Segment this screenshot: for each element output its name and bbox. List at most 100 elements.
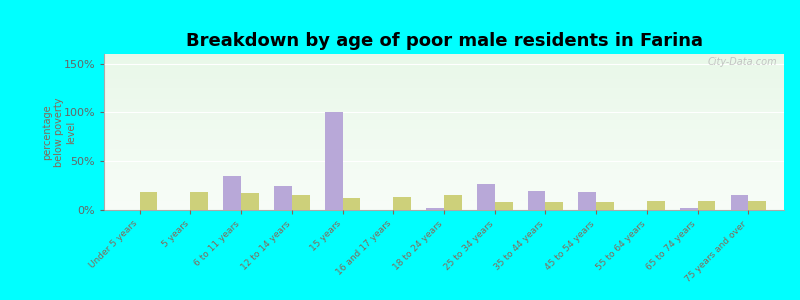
Bar xyxy=(104,93,784,94)
Bar xyxy=(104,116,784,118)
Bar xyxy=(104,73,784,74)
Bar xyxy=(104,138,784,140)
Bar xyxy=(104,166,784,168)
Bar xyxy=(444,195,462,210)
Bar xyxy=(104,77,784,79)
Bar xyxy=(596,202,614,210)
Bar xyxy=(104,207,784,208)
Bar xyxy=(394,197,411,210)
Bar xyxy=(104,76,784,77)
Bar xyxy=(104,193,784,194)
Bar xyxy=(104,65,784,67)
Bar xyxy=(749,201,766,210)
Bar xyxy=(104,121,784,123)
Bar xyxy=(104,59,784,60)
Bar xyxy=(104,127,784,129)
Bar xyxy=(104,140,784,141)
Bar xyxy=(647,201,665,210)
Bar xyxy=(104,80,784,82)
Bar xyxy=(104,204,784,205)
Bar xyxy=(104,174,784,176)
Bar xyxy=(104,85,784,87)
Bar xyxy=(292,195,310,210)
Bar xyxy=(104,104,784,106)
Bar xyxy=(104,187,784,188)
Bar xyxy=(274,186,292,210)
Bar xyxy=(104,102,784,104)
Bar xyxy=(104,196,784,197)
Bar xyxy=(104,202,784,204)
Bar xyxy=(190,193,208,210)
Bar xyxy=(104,168,784,170)
Bar xyxy=(104,160,784,162)
Bar xyxy=(104,190,784,191)
Bar xyxy=(104,194,784,196)
Bar xyxy=(104,101,784,102)
Bar xyxy=(241,194,258,210)
Bar xyxy=(104,106,784,107)
Bar xyxy=(104,123,784,124)
Bar xyxy=(104,158,784,160)
Bar xyxy=(104,180,784,182)
Bar xyxy=(104,87,784,88)
Bar xyxy=(104,208,784,210)
Bar xyxy=(104,148,784,149)
Bar xyxy=(528,190,546,210)
Bar xyxy=(104,79,784,80)
Bar xyxy=(104,129,784,130)
Title: Breakdown by age of poor male residents in Farina: Breakdown by age of poor male residents … xyxy=(186,32,702,50)
Bar xyxy=(104,82,784,84)
Text: City-Data.com: City-Data.com xyxy=(707,57,778,67)
Bar xyxy=(104,71,784,73)
Bar xyxy=(104,99,784,101)
Bar xyxy=(104,98,784,99)
Bar xyxy=(104,169,784,171)
Bar xyxy=(104,70,784,71)
Bar xyxy=(104,110,784,112)
Bar xyxy=(104,171,784,172)
Bar xyxy=(104,184,784,185)
Bar xyxy=(104,132,784,134)
Bar xyxy=(104,205,784,207)
Bar xyxy=(104,143,784,145)
Bar xyxy=(104,96,784,98)
Bar xyxy=(104,60,784,62)
Bar xyxy=(104,130,784,132)
Bar xyxy=(104,92,784,93)
Bar xyxy=(104,107,784,109)
Bar xyxy=(104,162,784,163)
Bar xyxy=(698,201,715,210)
Bar xyxy=(104,62,784,63)
Bar xyxy=(104,145,784,146)
Bar xyxy=(104,155,784,157)
Bar xyxy=(104,109,784,110)
Bar xyxy=(104,134,784,135)
Bar xyxy=(104,94,784,96)
Bar xyxy=(104,152,784,154)
Bar xyxy=(494,202,513,210)
Bar xyxy=(426,208,444,210)
Bar xyxy=(104,63,784,65)
Bar xyxy=(104,56,784,57)
Bar xyxy=(104,176,784,177)
Bar xyxy=(104,90,784,92)
Bar xyxy=(325,112,342,210)
Bar xyxy=(104,151,784,152)
Bar xyxy=(104,191,784,193)
Bar xyxy=(104,84,784,85)
Bar xyxy=(104,124,784,126)
Bar xyxy=(104,163,784,165)
Bar xyxy=(104,119,784,121)
Bar xyxy=(104,188,784,190)
Bar xyxy=(104,146,784,148)
Bar xyxy=(104,141,784,143)
Bar xyxy=(104,149,784,151)
Bar xyxy=(104,54,784,56)
Bar xyxy=(104,126,784,127)
Bar xyxy=(104,57,784,59)
Bar xyxy=(104,177,784,179)
Bar xyxy=(104,201,784,202)
Bar xyxy=(104,172,784,174)
Bar xyxy=(104,67,784,68)
Bar xyxy=(139,193,158,210)
